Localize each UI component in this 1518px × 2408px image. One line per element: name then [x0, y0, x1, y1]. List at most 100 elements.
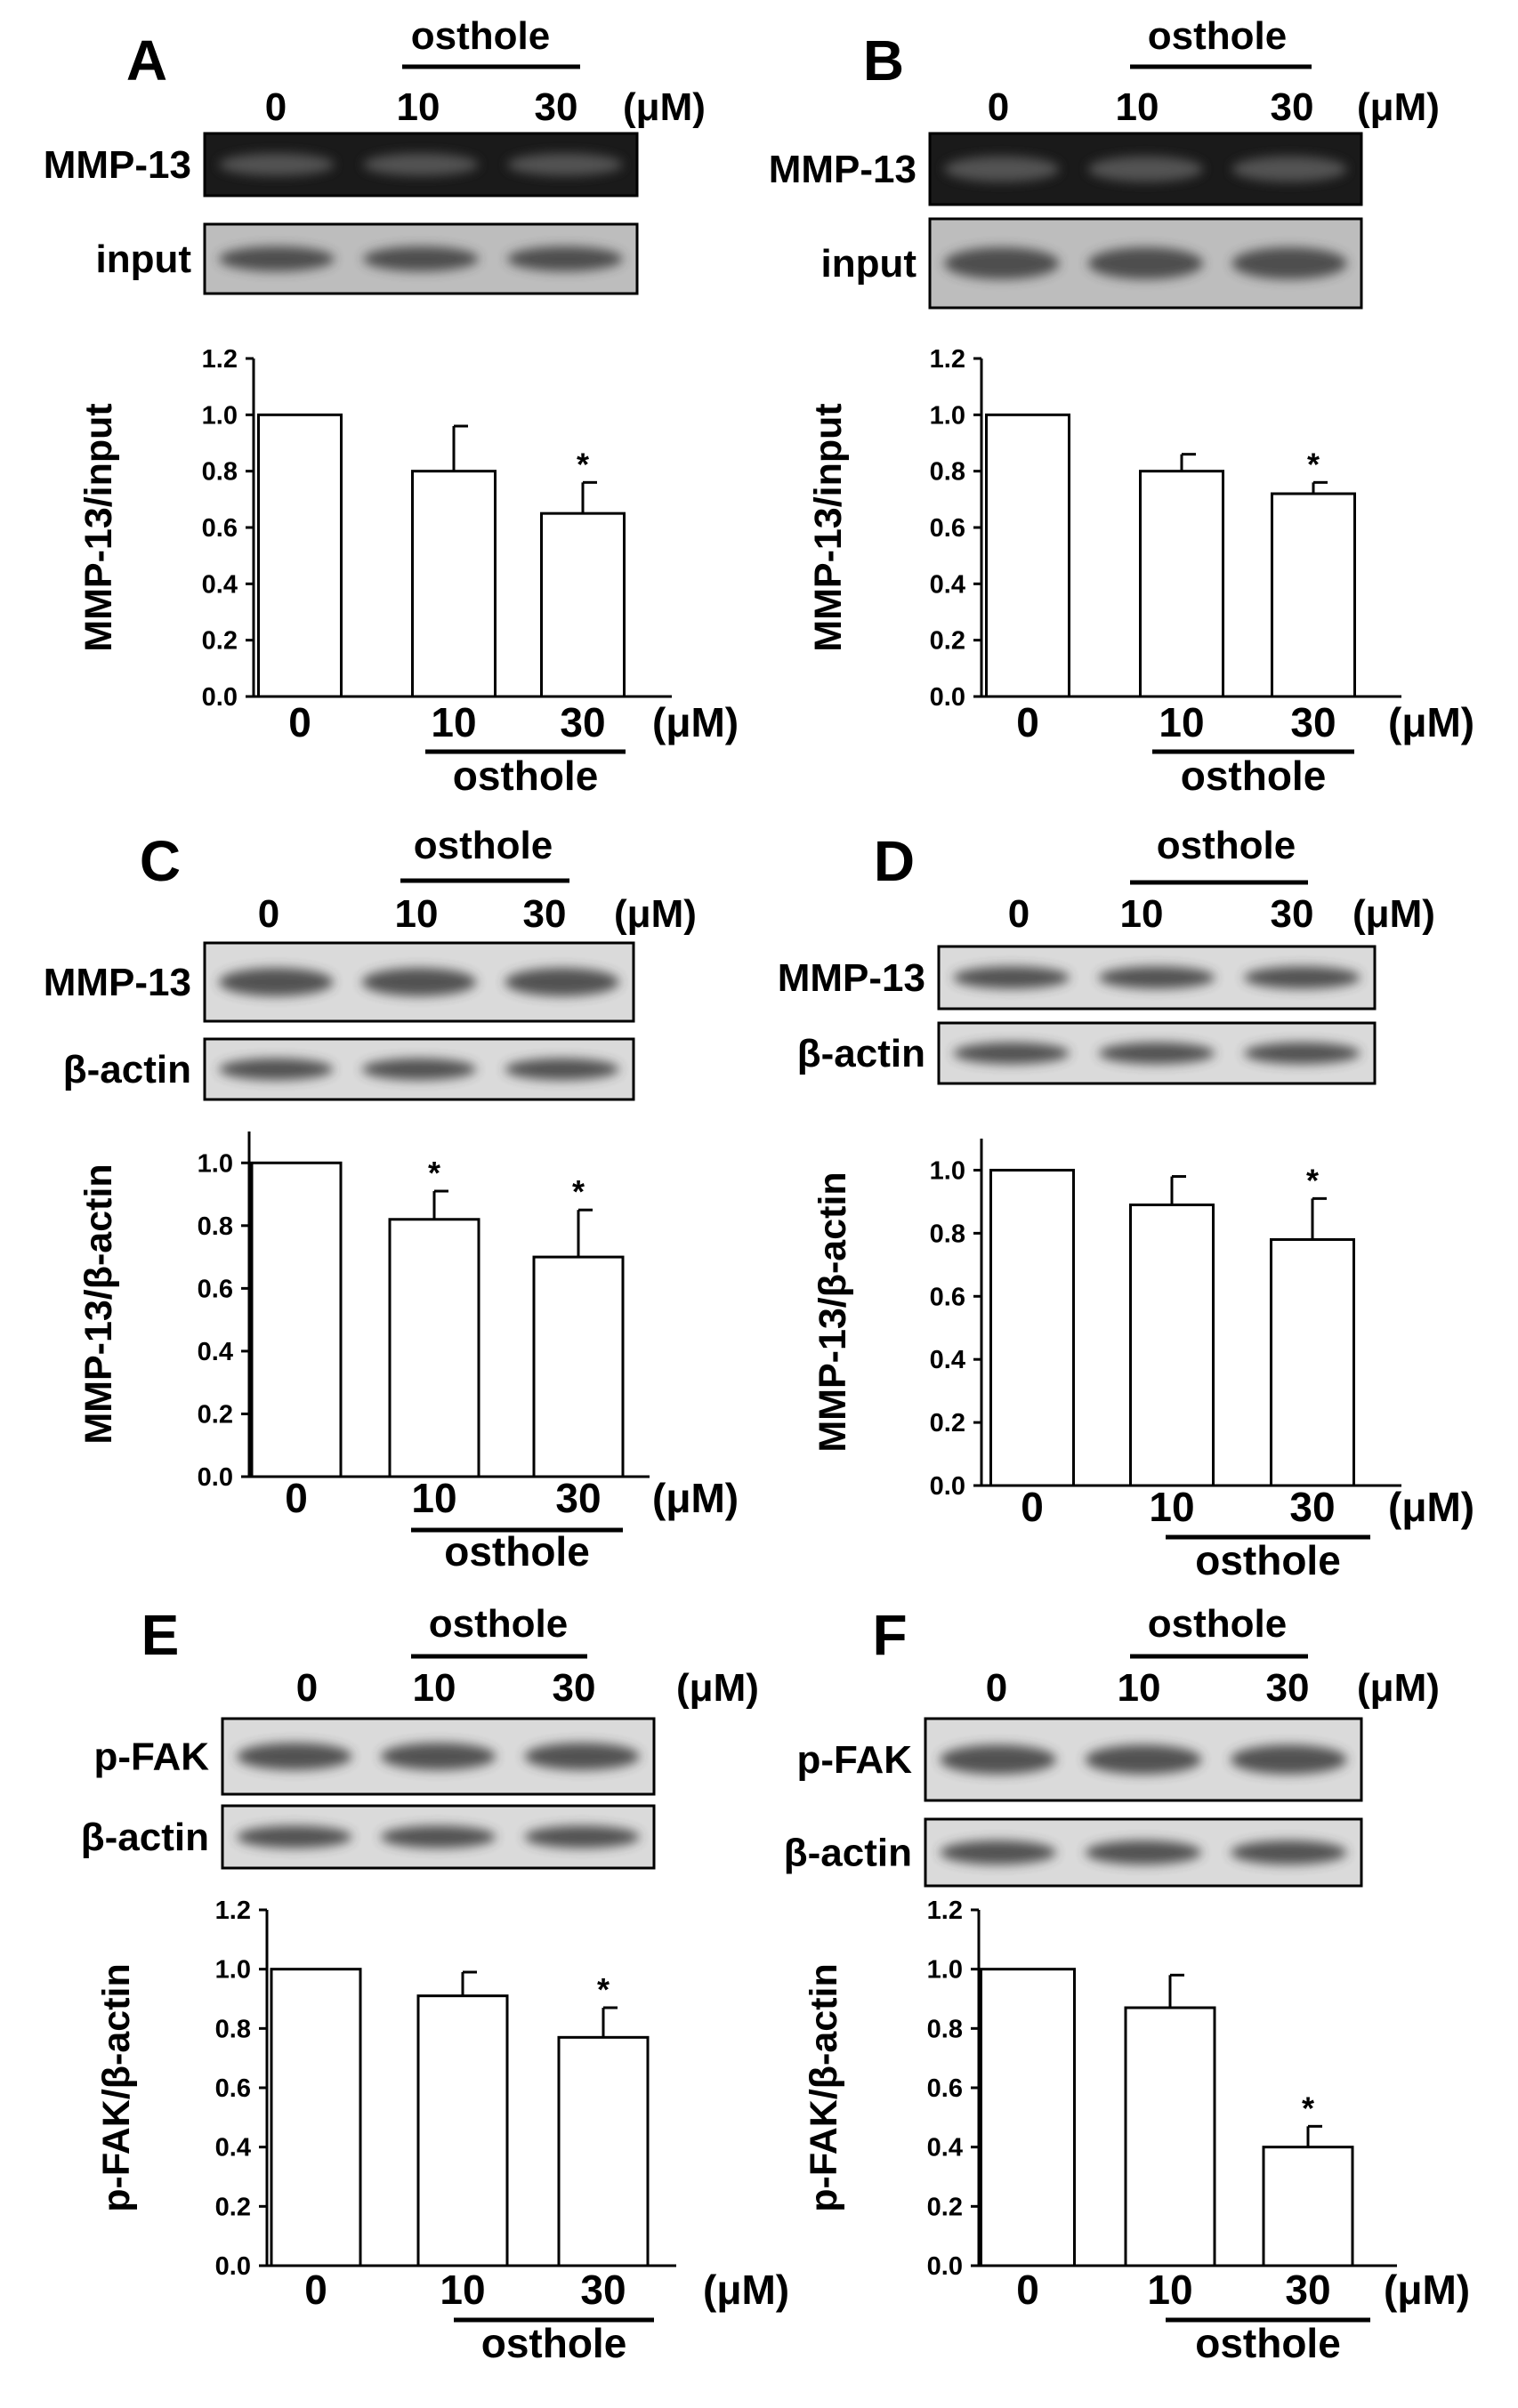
- blot-label: β-actin: [797, 1032, 925, 1075]
- treatment-label-top: osthole: [411, 14, 550, 58]
- panel-letter: D: [874, 829, 915, 893]
- blot-label: input: [820, 242, 916, 286]
- dose-label: 30: [1271, 85, 1314, 129]
- y-tick-label: 1.2: [927, 1897, 963, 1925]
- y-tick-label: 0.0: [215, 2252, 251, 2281]
- blot-band: [361, 1058, 477, 1081]
- y-tick-label: 1.0: [202, 401, 238, 430]
- y-tick-label: 0.8: [930, 458, 965, 487]
- unit-label-bottom: (μM): [652, 1475, 739, 1521]
- treatment-label-bottom: osthole: [444, 1528, 590, 1574]
- treatment-label-top: osthole: [1148, 14, 1287, 58]
- blot-band: [1085, 1840, 1202, 1864]
- x-category-label: 0: [285, 1475, 308, 1521]
- significance-marker: *: [428, 1155, 440, 1191]
- unit-label-bottom: (μM): [1384, 2267, 1470, 2313]
- x-category-label: 0: [288, 699, 311, 745]
- unit-label-top: (μM): [676, 1666, 759, 1710]
- blot-band: [507, 153, 623, 176]
- blot-label: β-actin: [784, 1832, 912, 1875]
- y-tick-label: 1.0: [930, 401, 965, 430]
- x-category-label: 30: [1289, 1484, 1335, 1530]
- x-category-label: 10: [1149, 1484, 1194, 1530]
- blot-band: [505, 1058, 619, 1081]
- blot-band: [237, 1825, 352, 1848]
- blot-band: [507, 246, 623, 272]
- blot-band: [944, 156, 1060, 182]
- blot-label: input: [95, 238, 191, 281]
- y-tick-label: 0.4: [930, 1346, 965, 1374]
- panel-letter: F: [872, 1603, 907, 1667]
- y-tick-label: 0.2: [198, 1400, 233, 1429]
- y-tick-label: 0.4: [215, 2134, 251, 2162]
- dose-label: 0: [988, 85, 1009, 129]
- unit-label-top: (μM): [1357, 85, 1440, 129]
- treatment-label-bottom: osthole: [1195, 1537, 1341, 1583]
- y-tick-label: 1.2: [930, 345, 965, 374]
- y-tick-label: 0.2: [215, 2193, 251, 2221]
- dose-label: 0: [986, 1666, 1007, 1710]
- blot-band: [219, 1058, 334, 1081]
- blot-band: [219, 246, 335, 272]
- significance-marker: *: [1307, 446, 1320, 482]
- y-tick-label: 0.0: [927, 2252, 963, 2281]
- unit-label-bottom: (μM): [652, 699, 739, 745]
- blot-band: [1098, 1042, 1215, 1065]
- significance-marker: *: [597, 1971, 610, 2008]
- blot-band: [380, 1743, 497, 1770]
- treatment-label-top: osthole: [1148, 1602, 1287, 1646]
- dose-label: 0: [265, 85, 287, 129]
- bar: [250, 1161, 343, 1478]
- dose-label: 0: [296, 1666, 318, 1710]
- blot-band: [1244, 966, 1361, 989]
- y-axis-label: p-FAK/β-actin: [803, 1963, 845, 2211]
- blot-label: MMP-13: [769, 148, 916, 191]
- blot-band: [1231, 156, 1347, 182]
- dose-label: 10: [413, 1666, 456, 1710]
- blot-band: [944, 247, 1060, 279]
- unit-label-bottom: (μM): [1388, 1484, 1474, 1530]
- panel-letter: C: [140, 829, 181, 893]
- y-tick-label: 0.2: [202, 627, 238, 656]
- unit-label-top: (μM): [1352, 892, 1435, 936]
- bar: [411, 470, 497, 698]
- bar: [1262, 2146, 1354, 2267]
- bar: [388, 1218, 480, 1478]
- blot-band: [940, 1840, 1056, 1864]
- bar: [540, 511, 626, 698]
- bar: [1124, 2006, 1216, 2267]
- significance-marker: *: [1302, 2090, 1314, 2126]
- blot-band: [380, 1825, 497, 1848]
- x-category-label: 0: [1016, 699, 1039, 745]
- unit-label-bottom: (μM): [1388, 699, 1474, 745]
- dose-label: 10: [1118, 1666, 1161, 1710]
- y-tick-label: 0.6: [198, 1275, 233, 1303]
- blot-band: [361, 968, 477, 996]
- x-category-label: 30: [555, 1475, 601, 1521]
- panel-letter: B: [863, 28, 904, 93]
- blot-band: [953, 966, 1070, 989]
- dose-label: 0: [1008, 892, 1029, 936]
- blot-band: [1098, 966, 1215, 989]
- y-axis-label: MMP-13/input: [807, 403, 850, 651]
- treatment-label-bottom: osthole: [453, 753, 599, 799]
- unit-label-top: (μM): [623, 85, 706, 129]
- y-tick-label: 0.8: [215, 2015, 251, 2043]
- y-tick-label: 0.6: [215, 2074, 251, 2103]
- blot-band: [505, 968, 619, 996]
- bar: [416, 1994, 509, 2267]
- bar: [557, 2035, 650, 2267]
- x-category-label: 30: [580, 2267, 626, 2313]
- bar: [989, 1168, 1075, 1487]
- unit-label-top: (μM): [614, 892, 697, 936]
- blot-band: [940, 1744, 1056, 1775]
- blot-band: [1231, 247, 1347, 279]
- y-axis-label: p-FAK/β-actin: [95, 1963, 138, 2211]
- x-category-label: 0: [1021, 1484, 1044, 1530]
- panel-letter: A: [126, 28, 167, 93]
- dose-label: 10: [1120, 892, 1164, 936]
